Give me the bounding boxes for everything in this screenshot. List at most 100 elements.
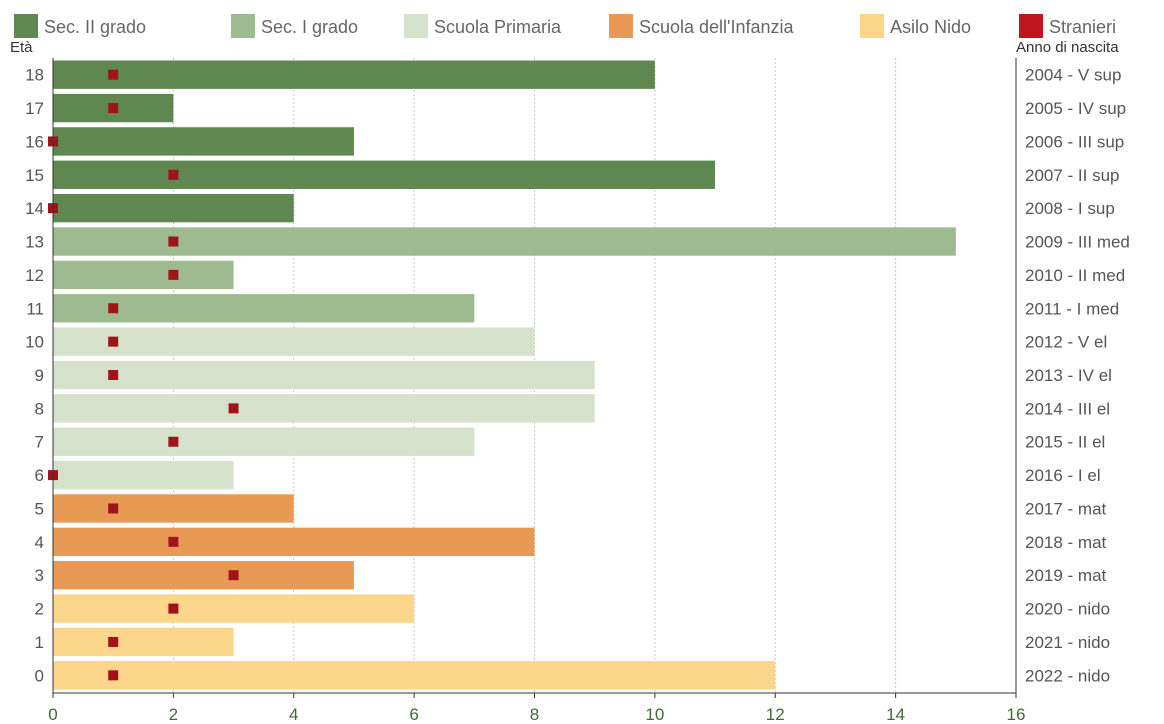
bar bbox=[53, 60, 655, 89]
birth-year-label: 2015 - II el bbox=[1025, 433, 1105, 452]
stranieri-marker bbox=[168, 603, 179, 614]
stranieri-marker bbox=[168, 236, 179, 247]
birth-year-label: 2008 - I sup bbox=[1025, 199, 1115, 218]
bar bbox=[53, 260, 234, 290]
x-tick-label: 16 bbox=[1007, 705, 1026, 724]
stranieri-marker bbox=[108, 503, 119, 514]
stranieri-marker bbox=[228, 570, 239, 581]
age-label: 5 bbox=[35, 499, 44, 518]
legend-item: Sec. II grado bbox=[14, 14, 146, 38]
age-label: 3 bbox=[35, 566, 44, 585]
legend-item: Scuola dell'Infanzia bbox=[609, 14, 795, 38]
age-label: 16 bbox=[25, 132, 44, 151]
bars bbox=[53, 60, 956, 690]
legend-swatch bbox=[231, 14, 255, 38]
age-label: 7 bbox=[35, 433, 44, 452]
birth-year-label: 2009 - III med bbox=[1025, 233, 1130, 252]
bar bbox=[53, 460, 234, 490]
legend-swatch bbox=[609, 14, 633, 38]
stranieri-marker bbox=[168, 436, 179, 447]
bar bbox=[53, 327, 535, 356]
bar bbox=[53, 193, 294, 223]
legend-label: Scuola Primaria bbox=[434, 17, 562, 37]
birth-year-label: 2017 - mat bbox=[1025, 499, 1107, 518]
age-label: 17 bbox=[25, 99, 44, 118]
legend-label: Sec. I grado bbox=[261, 17, 358, 37]
stranieri-marker bbox=[168, 269, 179, 280]
birth-year-label: 2006 - III sup bbox=[1025, 132, 1124, 151]
legend-swatch bbox=[860, 14, 884, 38]
age-label: 14 bbox=[25, 199, 44, 218]
age-label: 18 bbox=[25, 66, 44, 85]
stranieri-marker bbox=[108, 303, 119, 314]
bar bbox=[53, 594, 415, 623]
birth-year-label: 2011 - I med bbox=[1025, 299, 1119, 318]
age-label: 6 bbox=[35, 466, 44, 485]
stranieri-marker bbox=[108, 336, 119, 347]
stranieri-marker bbox=[108, 370, 119, 380]
age-label: 13 bbox=[25, 233, 44, 252]
birth-year-label: 2021 - nido bbox=[1025, 633, 1110, 652]
bar bbox=[53, 294, 475, 323]
birth-year-label: 2004 - V sup bbox=[1025, 66, 1121, 85]
legend-item: Sec. I grado bbox=[231, 14, 358, 38]
bar bbox=[53, 127, 354, 156]
bar bbox=[53, 527, 535, 557]
birth-year-label: 2013 - IV el bbox=[1025, 366, 1112, 385]
bar bbox=[53, 427, 475, 456]
age-label: 2 bbox=[35, 600, 44, 619]
age-label: 15 bbox=[25, 166, 44, 185]
x-tick-label: 10 bbox=[645, 705, 664, 724]
birth-year-label: 2018 - mat bbox=[1025, 533, 1107, 552]
bar bbox=[53, 394, 595, 423]
legend-label: Stranieri bbox=[1049, 17, 1116, 37]
y-right-title: Anno di nascita bbox=[1016, 39, 1119, 56]
age-label: 10 bbox=[25, 333, 44, 352]
x-tick-label: 4 bbox=[289, 705, 298, 724]
stranieri-marker bbox=[108, 69, 119, 80]
bar bbox=[53, 561, 354, 590]
birth-year-label: 2022 - nido bbox=[1025, 666, 1110, 685]
bar bbox=[53, 227, 956, 256]
birth-year-label: 2016 - I el bbox=[1025, 466, 1101, 485]
birth-year-label: 2010 - II med bbox=[1025, 266, 1125, 285]
y-left-title: Età bbox=[10, 39, 33, 56]
x-tick-label: 6 bbox=[409, 705, 418, 724]
legend-item: Stranieri bbox=[1019, 14, 1116, 38]
birth-year-label: 2012 - V el bbox=[1025, 333, 1107, 352]
legend-swatch bbox=[14, 14, 38, 38]
age-label: 11 bbox=[26, 299, 44, 318]
bar bbox=[53, 494, 294, 523]
age-label: 4 bbox=[35, 533, 44, 552]
legend-label: Scuola dell'Infanzia bbox=[639, 17, 795, 37]
legend-swatch bbox=[404, 14, 428, 38]
stranieri-marker bbox=[108, 670, 119, 681]
legend-label: Sec. II grado bbox=[44, 17, 146, 37]
age-label: 12 bbox=[25, 266, 44, 285]
age-label: 8 bbox=[35, 399, 44, 418]
age-label: 9 bbox=[35, 366, 44, 385]
x-axis: 0 2 4 6 8 10 12 14 16 bbox=[48, 58, 1025, 724]
bar bbox=[53, 661, 776, 690]
stranieri-marker bbox=[168, 536, 179, 547]
x-tick-label: 2 bbox=[169, 705, 178, 724]
birth-year-label: 2005 - IV sup bbox=[1025, 99, 1126, 118]
stranieri-marker bbox=[168, 169, 179, 180]
x-tick-label: 8 bbox=[530, 705, 539, 724]
bar bbox=[53, 360, 595, 390]
legend-item: Asilo Nido bbox=[860, 14, 971, 38]
x-tick-label: 0 bbox=[48, 705, 57, 724]
age-label: 1 bbox=[35, 633, 44, 652]
legend: Sec. II grado Sec. I grado Scuola Primaria… bbox=[14, 14, 1116, 38]
stranieri-marker bbox=[228, 403, 239, 414]
birth-year-label: 2020 - nido bbox=[1025, 600, 1110, 619]
age-label: 0 bbox=[35, 666, 44, 685]
x-tick-label: 14 bbox=[886, 705, 905, 724]
x-tick-label: 12 bbox=[766, 705, 785, 724]
legend-item: Scuola Primaria bbox=[404, 14, 562, 38]
stranieri-marker bbox=[108, 636, 119, 647]
stranieri-marker bbox=[108, 103, 119, 114]
